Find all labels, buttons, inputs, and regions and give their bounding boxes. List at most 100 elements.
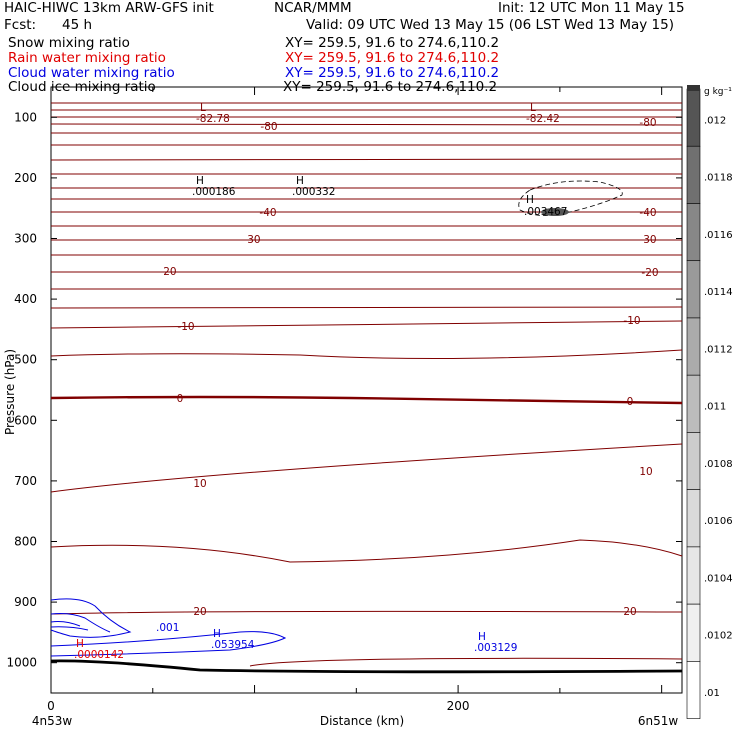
colorbar-cap	[687, 85, 700, 91]
isotherm-line	[50, 610, 683, 615]
x-endpoint-right: 6n51w	[638, 714, 679, 728]
isotherms	[50, 102, 683, 667]
colorbar-swatch	[686, 203, 701, 262]
colorbar-label: .01	[704, 688, 720, 699]
colorbar-label: .0114	[704, 287, 733, 298]
colorbar-unit: g kg⁻¹	[704, 87, 732, 97]
fcst-label: Fcst:	[4, 17, 37, 33]
isotherm-label: -20	[641, 267, 658, 279]
cloud-water-contours	[50, 598, 287, 657]
extremum-kind: H	[213, 628, 221, 640]
isotherm-line	[50, 158, 683, 161]
field-cloudwater-name: Cloud water mixing ratio	[8, 65, 175, 81]
colorbar-swatch	[686, 88, 701, 147]
isotherm-label: 0	[177, 393, 184, 405]
colorbar-label: .0118	[704, 173, 733, 184]
y-tick-label: 700	[14, 474, 37, 488]
isotherm-line	[50, 306, 683, 309]
x-tick-label: 0	[47, 699, 55, 713]
isotherm-label: -10	[623, 315, 640, 327]
y-tick-label: 500	[14, 353, 37, 367]
extremum-kind: L	[530, 102, 536, 114]
extremum-kind: H	[196, 175, 204, 187]
extremum-kind: H	[296, 175, 304, 187]
colorbar-swatch	[686, 603, 701, 662]
extremum-value: .003129	[474, 642, 517, 654]
colorbar	[686, 85, 701, 719]
isotherm-label: -40	[639, 207, 656, 219]
colorbar-label: .0106	[704, 516, 733, 527]
y-tick-label: 800	[14, 535, 37, 549]
extremum-kind: H	[478, 631, 486, 643]
cloud-water-line	[50, 613, 111, 633]
cloud-water-line	[50, 626, 89, 631]
x-tick-label: 200	[447, 699, 470, 713]
isotherm-label: -10	[177, 321, 194, 333]
isotherm-label: 0	[627, 396, 634, 408]
colorbar-label: .011	[704, 402, 726, 413]
field-rain-name: Rain water mixing ratio	[8, 50, 166, 66]
extremum-value: -82.42	[526, 113, 560, 125]
init-time: Init: 12 UTC Mon 11 May 15	[498, 0, 685, 16]
colorbar-labels: .012 .0118 .0116 .0114 .0112 .011 .0108 .0106 .0…	[704, 115, 733, 698]
colorbar-label: .0104	[704, 573, 733, 584]
cloud-water-contour-label: .001	[156, 622, 179, 634]
fcst-value: 45 h	[62, 17, 93, 33]
x-endpoint-left: 4n53w	[32, 714, 73, 728]
extremum-value: .000186	[192, 186, 236, 198]
isotherm-label: -40	[259, 207, 276, 219]
isotherm-label: 20	[193, 606, 206, 618]
isotherm-label: -30	[243, 234, 260, 246]
isotherm-line	[50, 320, 683, 329]
colorbar-label: .0112	[704, 344, 733, 355]
isotherm-labels: -80 -80 -40 -40 -30 -30 -20 -20 -10 -10 …	[159, 117, 658, 618]
colorbar-label: .0108	[704, 459, 733, 470]
extrema-markers: L -82.78 L -82.42 H .000186 H .000332 H …	[74, 102, 567, 661]
cloud-water-line	[50, 598, 132, 638]
extremum-value: .003467	[524, 206, 567, 218]
isotherm-label: -80	[260, 121, 277, 133]
extremum-value: -82.78	[196, 113, 230, 125]
y-tick-label: 1000	[6, 656, 37, 670]
colorbar-swatch	[686, 489, 701, 548]
isotherm-label: 20	[623, 606, 636, 618]
x-ticks	[50, 87, 663, 693]
isotherm-line	[50, 123, 683, 126]
x-axis-label: Distance (km)	[320, 714, 404, 728]
plot-frame	[50, 86, 683, 694]
field-cloudwater-xy: XY= 259.5, 91.6 to 274.6,110.2	[285, 65, 500, 81]
isotherm-line	[249, 657, 683, 667]
colorbar-swatch	[686, 661, 701, 719]
title-mid: NCAR/MMM	[274, 0, 352, 16]
y-axis-label: Pressure (hPa)	[3, 349, 17, 435]
y-tick-label: 300	[14, 232, 37, 246]
field-snow-xy: XY= 259.5, 91.6 to 274.6,110.2	[285, 35, 500, 51]
extremum-value: .000332	[292, 186, 335, 198]
isotherm-line	[50, 349, 683, 360]
isotherm-line	[50, 539, 683, 563]
isotherm-label: -80	[639, 117, 656, 129]
extremum-kind: L	[200, 102, 206, 114]
colorbar-label: .0116	[704, 230, 733, 241]
colorbar-label: .0102	[704, 631, 733, 642]
colorbar-swatch	[686, 260, 701, 319]
y-tick-label: 200	[14, 171, 37, 185]
isotherm-label: 10	[639, 466, 652, 478]
extremum-value: .053954	[211, 639, 255, 651]
colorbar-swatch	[686, 432, 701, 490]
field-snow-name: Snow mixing ratio	[8, 35, 130, 51]
title-left: HAIC-HIWC 13km ARW-GFS init	[4, 0, 214, 16]
isotherm-zero	[50, 395, 683, 405]
y-tick-label: 600	[14, 413, 37, 427]
isotherm-line	[50, 443, 683, 493]
colorbar-swatch	[686, 145, 701, 204]
colorbar-label: .012	[704, 115, 726, 126]
valid-time: Valid: 09 UTC Wed 13 May 15 (06 LST Wed …	[306, 17, 674, 33]
cloud-water-line	[50, 621, 81, 627]
terrain-line	[50, 659, 683, 674]
extremum-kind: H	[526, 194, 534, 206]
isotherm-label: 10	[193, 478, 206, 490]
isotherm-label: -20	[159, 266, 176, 278]
field-rain-xy: XY= 259.5, 91.6 to 274.6,110.2	[285, 50, 500, 66]
